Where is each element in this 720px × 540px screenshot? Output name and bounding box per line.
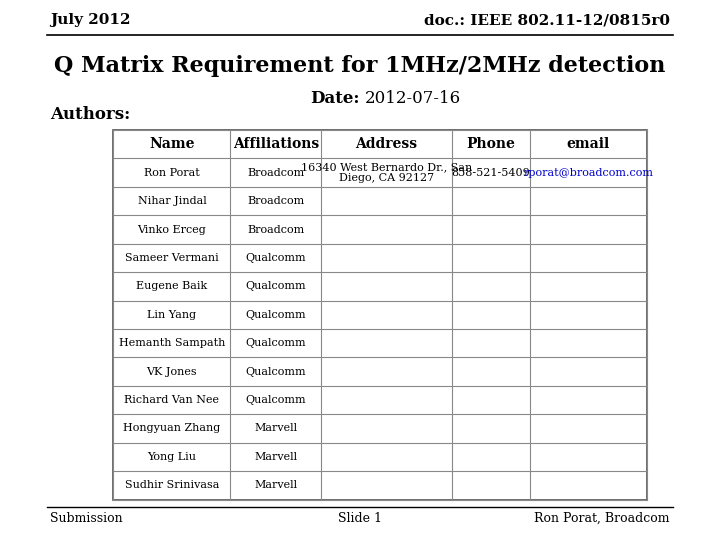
Text: Broadcom: Broadcom xyxy=(247,196,305,206)
Text: Richard Van Nee: Richard Van Nee xyxy=(125,395,220,405)
Text: Authors:: Authors: xyxy=(50,106,130,123)
Text: Vinko Erceg: Vinko Erceg xyxy=(138,225,206,234)
Text: Marvell: Marvell xyxy=(254,423,297,434)
Text: Ron Porat, Broadcom: Ron Porat, Broadcom xyxy=(534,512,670,525)
Text: Affiliations: Affiliations xyxy=(233,137,319,151)
Text: Phone: Phone xyxy=(466,137,515,151)
Text: Yong Liu: Yong Liu xyxy=(148,452,197,462)
Text: Qualcomm: Qualcomm xyxy=(246,338,306,348)
Text: Qualcomm: Qualcomm xyxy=(246,367,306,376)
Text: Marvell: Marvell xyxy=(254,480,297,490)
Text: Hongyuan Zhang: Hongyuan Zhang xyxy=(123,423,220,434)
Text: Qualcomm: Qualcomm xyxy=(246,253,306,263)
Text: Date:: Date: xyxy=(310,90,360,107)
Text: Marvell: Marvell xyxy=(254,452,297,462)
Text: Lin Yang: Lin Yang xyxy=(148,310,197,320)
Text: Q Matrix Requirement for 1MHz/2MHz detection: Q Matrix Requirement for 1MHz/2MHz detec… xyxy=(54,55,666,77)
Text: Qualcomm: Qualcomm xyxy=(246,310,306,320)
Text: Address: Address xyxy=(356,137,418,151)
Text: Qualcomm: Qualcomm xyxy=(246,395,306,405)
Text: Submission: Submission xyxy=(50,512,122,525)
Text: Eugene Baik: Eugene Baik xyxy=(136,281,207,292)
Text: Nihar Jindal: Nihar Jindal xyxy=(138,196,206,206)
Text: 16340 West Bernardo Dr., San
Diego, CA 92127: 16340 West Bernardo Dr., San Diego, CA 9… xyxy=(301,162,472,184)
Text: Broadcom: Broadcom xyxy=(247,225,305,234)
Text: Broadcom: Broadcom xyxy=(247,167,305,178)
Text: Ron Porat: Ron Porat xyxy=(144,167,199,178)
Text: rporat@broadcom.com: rporat@broadcom.com xyxy=(523,167,653,178)
Text: Name: Name xyxy=(149,137,194,151)
Text: VK Jones: VK Jones xyxy=(147,367,197,376)
Bar xyxy=(113,130,647,500)
Text: 858-521-5409: 858-521-5409 xyxy=(451,167,530,178)
Text: Sameer Vermani: Sameer Vermani xyxy=(125,253,219,263)
Text: July 2012: July 2012 xyxy=(50,13,130,27)
Text: Qualcomm: Qualcomm xyxy=(246,281,306,292)
Text: Hemanth Sampath: Hemanth Sampath xyxy=(119,338,225,348)
Text: Slide 1: Slide 1 xyxy=(338,512,382,525)
Text: email: email xyxy=(567,137,610,151)
Text: doc.: IEEE 802.11-12/0815r0: doc.: IEEE 802.11-12/0815r0 xyxy=(424,13,670,27)
Text: Sudhir Srinivasa: Sudhir Srinivasa xyxy=(125,480,219,490)
Text: 2012-07-16: 2012-07-16 xyxy=(364,90,461,107)
